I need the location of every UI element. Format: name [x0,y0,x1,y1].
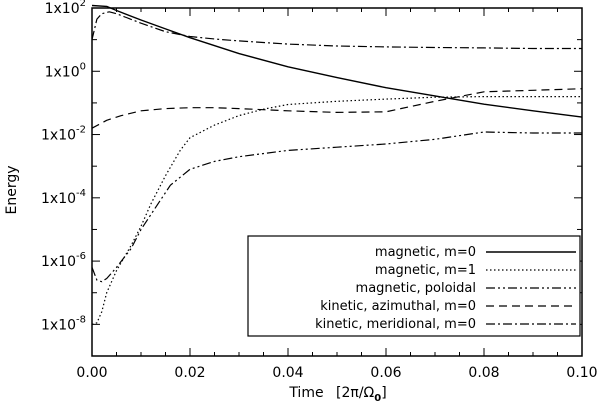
x-tick-label: 0.00 [76,365,107,381]
y-tick-label: 1x10-8 [41,314,86,333]
x-axis-label-main: Time [288,385,323,401]
y-tick-label: 1x10-6 [41,251,86,270]
legend-label: kinetic, azimuthal, m=0 [320,299,476,314]
x-tick-label: 0.04 [272,365,303,381]
y-tick-label: 1x10-2 [41,125,86,144]
x-axis-label-unit-prefix: [2π/Ω [336,385,375,401]
series-line-4 [91,88,583,129]
plot-frame [91,7,583,357]
x-tick-label: 0.02 [174,365,205,381]
legend: magnetic, m=0 magnetic, m=1 magnetic, polo… [247,235,581,337]
legend-label: magnetic, m=0 [375,245,476,260]
y-axis-label: Energy [4,165,20,214]
series-line-1 [91,4,583,118]
x-axis-label-unit-sub: 0 [374,393,381,404]
x-tick-label: 0.06 [370,365,401,381]
x-axis-label: Time [2π/Ω0] [288,385,386,404]
series-line-3 [91,131,582,283]
series-line-2 [91,95,582,325]
y-tick-label: 1x102 [45,0,86,17]
series-line-5 [91,11,582,50]
legend-label: kinetic, meridional, m=0 [315,317,476,332]
x-tick-label: 0.08 [468,365,499,381]
legend-label: magnetic, poloidal [356,281,476,296]
series-layer [91,4,583,325]
y-tick-label: 1x10-4 [41,188,86,207]
tick-labels: 0.00 0.02 0.04 0.06 0.08 0.10 1x102 1x100 1x10-2… [41,0,598,381]
legend-label: magnetic, m=1 [375,263,476,278]
y-tick-label: 1x100 [45,61,86,80]
x-tick-label: 0.10 [566,365,597,381]
x-axis-label-unit-suffix: ] [381,385,386,401]
